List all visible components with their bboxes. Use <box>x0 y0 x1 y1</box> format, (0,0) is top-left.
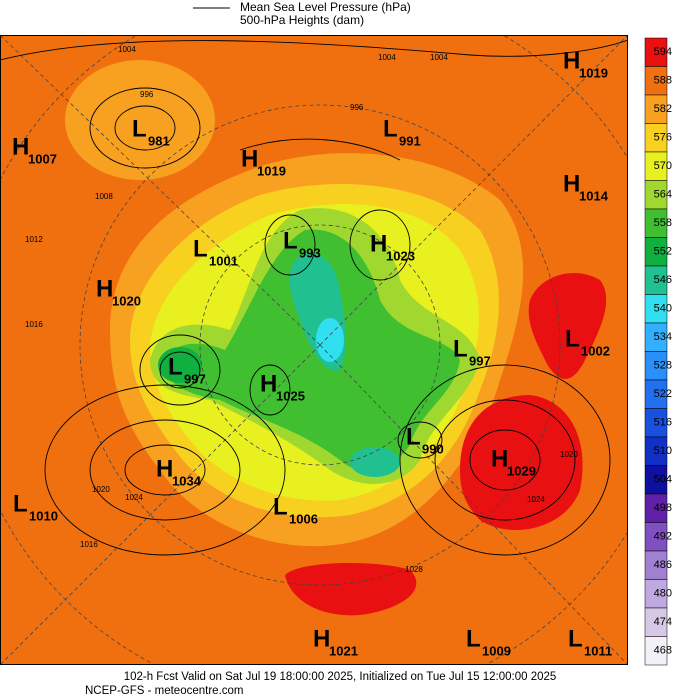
center-pressure: 1006 <box>289 511 318 526</box>
isobar-label: 1004 <box>430 53 448 62</box>
colorbar-label: 576 <box>654 132 672 144</box>
colorbar-label: 528 <box>654 360 672 372</box>
height-region <box>528 272 607 379</box>
colorbar-label: 516 <box>654 417 672 429</box>
center-pressure: 990 <box>422 441 444 456</box>
colorbar-label: 552 <box>654 246 672 258</box>
center-letter: H <box>156 455 173 482</box>
center-pressure: 1029 <box>507 463 536 478</box>
center-pressure: 1009 <box>482 643 511 658</box>
center-pressure: 1034 <box>172 473 202 488</box>
center-letter: H <box>241 145 258 172</box>
isobar-label: 1004 <box>378 53 396 62</box>
footer-line: 102-h Fcst Valid on Sat Jul 19 18:00:00 … <box>124 671 557 683</box>
colorbar-label: 486 <box>654 559 672 571</box>
center-letter: H <box>563 47 580 74</box>
height-region <box>165 229 460 472</box>
colorbar-label: 546 <box>654 274 672 286</box>
isobar-label: 1024 <box>125 493 143 502</box>
center-letter: H <box>12 133 29 160</box>
center-letter: H <box>313 625 330 652</box>
center-pressure: 1019 <box>257 163 286 178</box>
center-pressure: 1014 <box>579 188 609 203</box>
center-letter: L <box>466 625 481 652</box>
colorbar-label: 492 <box>654 531 672 543</box>
center-pressure: 1021 <box>329 643 358 658</box>
height-region <box>316 318 344 362</box>
height-region <box>350 447 400 477</box>
center-letter: L <box>406 423 421 450</box>
colorbar-label: 570 <box>654 160 672 172</box>
isobar-label: 996 <box>350 103 364 112</box>
height-region <box>65 60 215 180</box>
center-letter: H <box>491 445 508 472</box>
isobar-label: 1016 <box>25 320 43 329</box>
center-pressure: 1002 <box>581 343 610 358</box>
height-region <box>460 395 583 530</box>
center-letter: L <box>568 625 583 652</box>
colorbar-label: 588 <box>654 75 672 87</box>
center-letter: L <box>13 490 28 517</box>
center-letter: L <box>132 115 147 142</box>
colorbar-label: 534 <box>654 331 672 343</box>
center-pressure: 991 <box>399 133 421 148</box>
colorbar-label: 510 <box>654 445 672 457</box>
colorbar-label: 480 <box>654 588 672 600</box>
center-pressure: 1011 <box>584 643 612 658</box>
colorbar-label: 522 <box>654 388 672 400</box>
map-frame <box>0 35 628 665</box>
center-letter: H <box>370 230 387 257</box>
colorbar-label: 564 <box>654 189 672 201</box>
center-letter: L <box>168 353 183 380</box>
center-pressure: 993 <box>299 245 321 260</box>
height-region <box>285 563 417 616</box>
center-letter: H <box>96 275 113 302</box>
center-pressure: 1025 <box>276 388 305 403</box>
colorbar-label: 468 <box>654 645 672 657</box>
colorbar-label: 558 <box>654 217 672 229</box>
isobars <box>0 39 628 556</box>
isobar-label: 1008 <box>95 192 113 201</box>
center-pressure: 1023 <box>386 248 415 263</box>
isobar-label: 1012 <box>25 235 43 244</box>
center-pressure: 981 <box>148 133 170 148</box>
center-letter: H <box>260 370 277 397</box>
center-pressure: 997 <box>469 353 491 368</box>
isobar-label: 1020 <box>560 450 578 459</box>
center-letter: L <box>453 335 468 362</box>
footer-source: NCEP-GFS - meteocentre.com <box>85 685 243 697</box>
height-region <box>158 347 202 383</box>
center-letter: L <box>273 493 288 520</box>
center-pressure: 1020 <box>112 293 141 308</box>
isobar-label: 1020 <box>92 485 110 494</box>
center-letter: H <box>563 170 580 197</box>
colorbar-label: 594 <box>654 46 672 58</box>
isobar-label: 1028 <box>405 565 423 574</box>
center-pressure: 997 <box>184 371 206 386</box>
colorbar-label: 498 <box>654 502 672 514</box>
colorbar-label: 474 <box>654 616 672 628</box>
colorbar-label: 582 <box>654 103 672 115</box>
center-pressure: 1001 <box>209 253 238 268</box>
isobar-label: 1024 <box>527 495 545 504</box>
isobar-label: 996 <box>140 90 154 99</box>
center-letter: L <box>283 227 298 254</box>
colorbar-label: 504 <box>654 474 672 486</box>
legend-pressure: Mean Sea Level Pressure (hPa) <box>240 0 411 14</box>
center-pressure: 1019 <box>579 65 608 80</box>
legend-heights: 500-hPa Heights (dam) <box>240 13 364 27</box>
center-pressure: 1007 <box>28 151 57 166</box>
center-letter: L <box>383 115 398 142</box>
center-letter: L <box>193 235 208 262</box>
center-letter: L <box>565 325 580 352</box>
colorbar-swatch <box>644 636 668 666</box>
isobar-label: 1004 <box>118 45 136 54</box>
isobar-label: 1016 <box>80 540 98 549</box>
center-pressure: 1010 <box>29 508 58 523</box>
colorbar-label: 540 <box>654 303 672 315</box>
